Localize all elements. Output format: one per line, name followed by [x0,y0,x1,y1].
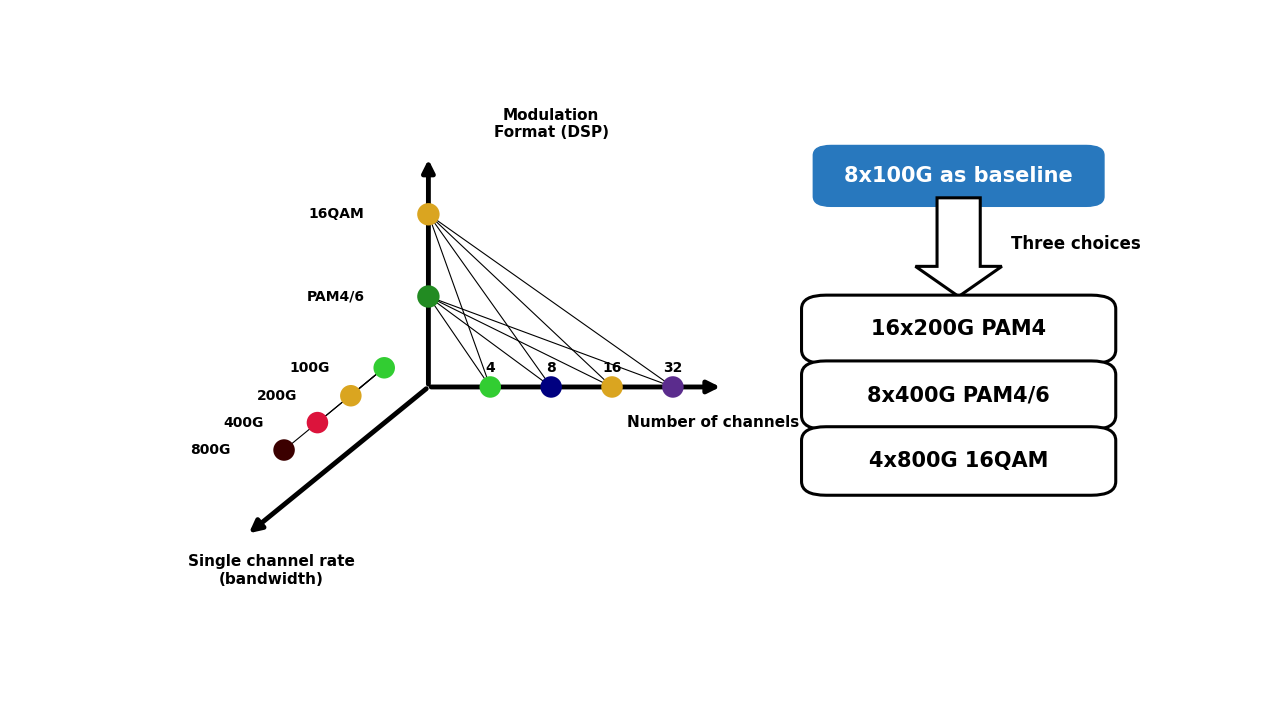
Text: Number of channels: Number of channels [627,415,799,430]
Text: Three choices: Three choices [1011,236,1140,253]
Point [541,382,561,393]
Point [480,382,500,393]
FancyBboxPatch shape [802,426,1116,496]
Text: 16x200G PAM4: 16x200G PAM4 [872,320,1047,340]
Point [274,444,294,456]
Text: 4x800G 16QAM: 4x800G 16QAM [869,451,1048,471]
Point [418,290,438,302]
Point [308,417,328,429]
Text: 100G: 100G [290,361,331,375]
Text: 800G: 800G [190,443,231,457]
Text: 16: 16 [602,361,622,375]
Text: 32: 32 [663,361,683,375]
Text: 8x100G as baseline: 8x100G as baseline [844,166,1073,186]
Text: 200G: 200G [256,389,296,403]
Text: 8: 8 [546,361,556,375]
Text: 4: 4 [485,361,495,375]
Text: PAM4/6: PAM4/6 [307,290,365,303]
Text: Single channel rate
(bandwidth): Single channel rate (bandwidth) [188,555,355,587]
Text: 16QAM: 16QAM [309,207,365,221]
FancyBboxPatch shape [813,145,1104,206]
Text: 8x400G PAM4/6: 8x400G PAM4/6 [868,385,1050,405]
Polygon shape [916,198,1002,296]
Text: 400G: 400G [223,416,264,429]
FancyBboxPatch shape [802,295,1116,364]
FancyBboxPatch shape [802,361,1116,429]
Point [341,390,361,402]
Text: Modulation
Format (DSP): Modulation Format (DSP) [494,108,608,140]
Point [663,382,683,393]
Point [602,382,622,393]
Point [418,209,438,220]
Point [374,362,394,374]
